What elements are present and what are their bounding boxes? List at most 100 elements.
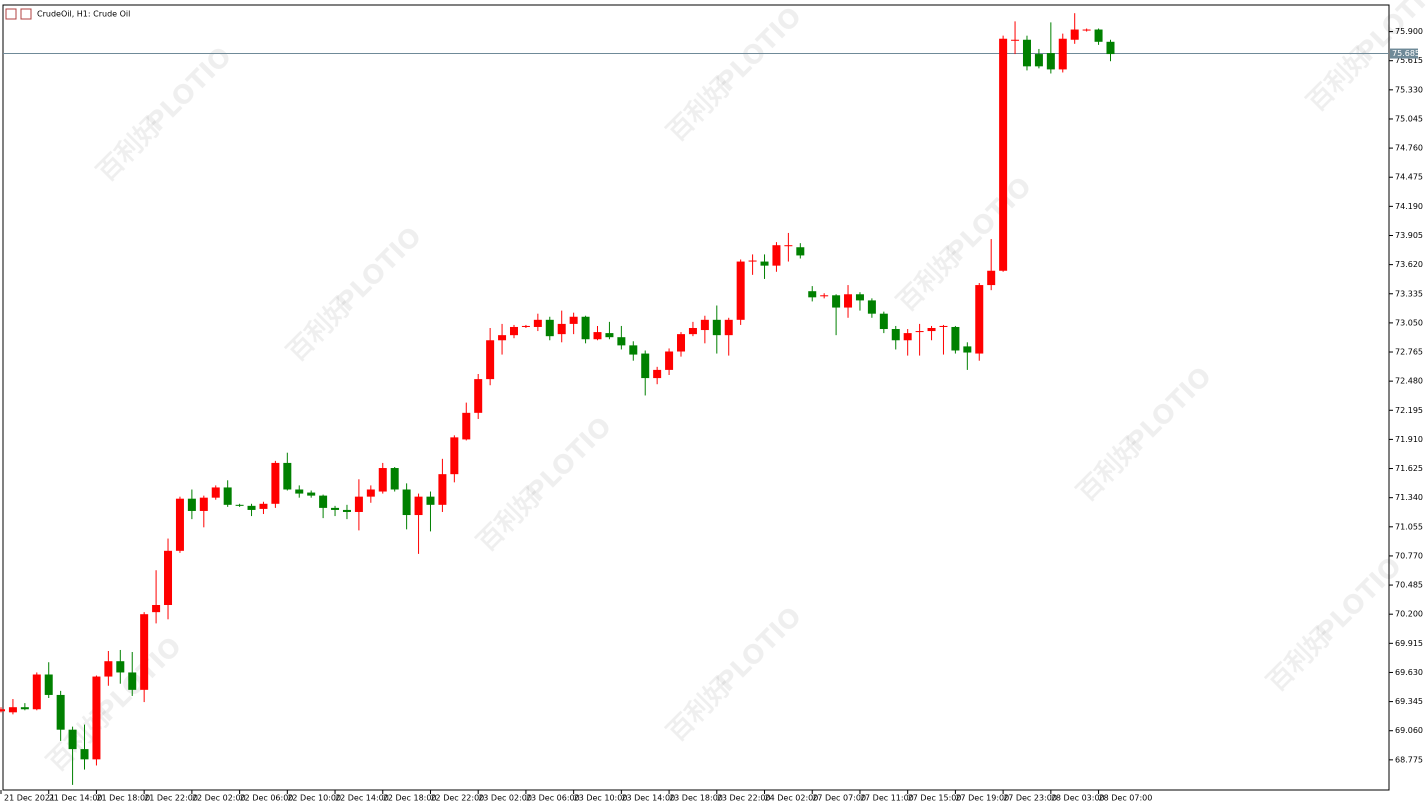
candle-body <box>521 325 530 327</box>
candle-body <box>605 333 614 338</box>
candle-body <box>557 323 566 335</box>
candle-body <box>414 496 423 516</box>
candle-body <box>199 497 208 511</box>
x-tick-label: 23 Dec 06:00 <box>526 794 580 803</box>
x-tick-label: 21 Dec 2021 <box>4 794 55 803</box>
candle-body <box>784 245 793 247</box>
y-tick-label: 73.905 <box>1395 231 1423 240</box>
x-tick-label: 23 Dec 18:00 <box>669 794 723 803</box>
y-tick-label: 68.775 <box>1395 755 1423 764</box>
candle-body <box>450 437 459 475</box>
candle-body <box>1022 39 1031 67</box>
plot-frame <box>2 4 1390 791</box>
y-tick-label: 71.625 <box>1395 464 1423 473</box>
candle-body <box>342 509 351 512</box>
candle-body <box>975 285 984 354</box>
y-tick-label: 69.915 <box>1395 639 1423 648</box>
candle-body <box>867 300 876 314</box>
x-tick-label: 22 Dec 10:00 <box>287 794 341 803</box>
candle-body <box>378 468 387 492</box>
candle-body <box>235 504 244 506</box>
candle-body <box>915 331 924 333</box>
menu-icon[interactable] <box>5 8 17 20</box>
y-tick-label: 72.195 <box>1395 406 1423 415</box>
candle-body <box>1106 41 1115 55</box>
candle-body <box>1094 29 1103 42</box>
candle-body <box>724 319 733 336</box>
x-tick-label: 23 Dec 14:00 <box>621 794 675 803</box>
candle-body <box>533 319 542 327</box>
candle-body <box>569 316 578 324</box>
x-tick-label: 23 Dec 02:00 <box>478 794 532 803</box>
candle-body <box>271 462 280 504</box>
y-tick-label: 74.475 <box>1395 173 1423 182</box>
y-tick-label: 69.630 <box>1395 668 1423 677</box>
candle-body <box>44 674 53 695</box>
candle-body <box>175 498 184 551</box>
x-tick-label: 22 Dec 18:00 <box>383 794 437 803</box>
candle-body <box>891 329 900 341</box>
x-tick-label: 22 Dec 14:00 <box>335 794 389 803</box>
candle-body <box>187 498 196 511</box>
x-tick-label: 21 Dec 18:00 <box>96 794 150 803</box>
x-tick-label: 22 Dec 06:00 <box>240 794 294 803</box>
candle-body <box>56 694 65 730</box>
candle-body <box>140 614 149 690</box>
candle-body <box>545 319 554 337</box>
candle-body <box>152 604 161 613</box>
y-tick-label: 73.620 <box>1395 260 1423 269</box>
candle-body <box>283 462 292 490</box>
y-tick-label: 75.330 <box>1395 85 1423 94</box>
candle-body <box>486 340 495 380</box>
candle-body <box>581 316 590 340</box>
candle-body <box>736 261 745 320</box>
price-label: 75.685 <box>1392 49 1420 58</box>
candle-body <box>426 496 435 505</box>
y-tick-label: 70.200 <box>1395 610 1423 619</box>
x-tick-label: 23 Dec 22:00 <box>717 794 771 803</box>
y-tick-label: 70.485 <box>1395 581 1423 590</box>
x-tick-label: 24 Dec 02:00 <box>765 794 819 803</box>
candle-body <box>128 672 137 690</box>
candle-body <box>760 261 769 266</box>
candle-body <box>509 326 518 336</box>
candle-body <box>748 260 757 262</box>
candle-body <box>927 327 936 332</box>
candle-body <box>629 345 638 355</box>
candle-body <box>1082 29 1091 31</box>
candle-body <box>390 468 399 490</box>
candle-body <box>247 505 256 510</box>
candle-body <box>987 270 996 286</box>
x-tick-label: 27 Dec 23:00 <box>1003 794 1057 803</box>
y-tick-label: 69.060 <box>1395 726 1423 735</box>
y-tick-label: 71.340 <box>1395 493 1423 502</box>
candle-body <box>80 749 89 760</box>
x-tick-label: 27 Dec 07:00 <box>812 794 866 803</box>
y-tick-label: 74.760 <box>1395 144 1423 153</box>
candle-body <box>462 412 471 440</box>
candle-body <box>677 334 686 352</box>
candle-body <box>1058 38 1067 70</box>
candle-body <box>855 294 864 301</box>
candle-body <box>665 351 674 370</box>
candle-body <box>32 674 41 710</box>
x-tick-label: 27 Dec 11:00 <box>860 794 914 803</box>
candle-body <box>832 295 841 308</box>
candle-body <box>331 507 340 510</box>
x-tick-label: 21 Dec 22:00 <box>144 794 198 803</box>
candle-body <box>366 489 375 497</box>
candle-body <box>999 38 1008 271</box>
candle-body <box>92 676 101 760</box>
x-tick-label: 28 Dec 03:00 <box>1051 794 1105 803</box>
candle-body <box>1011 39 1020 41</box>
chart-icon[interactable] <box>20 8 32 20</box>
candle-body <box>951 326 960 351</box>
y-tick-label: 74.190 <box>1395 202 1423 211</box>
x-tick-label: 28 Dec 07:00 <box>1099 794 1153 803</box>
x-tick-label: 27 Dec 19:00 <box>955 794 1009 803</box>
candle-body <box>20 707 29 710</box>
candle-body <box>319 495 328 508</box>
y-tick-label: 71.055 <box>1395 522 1423 531</box>
